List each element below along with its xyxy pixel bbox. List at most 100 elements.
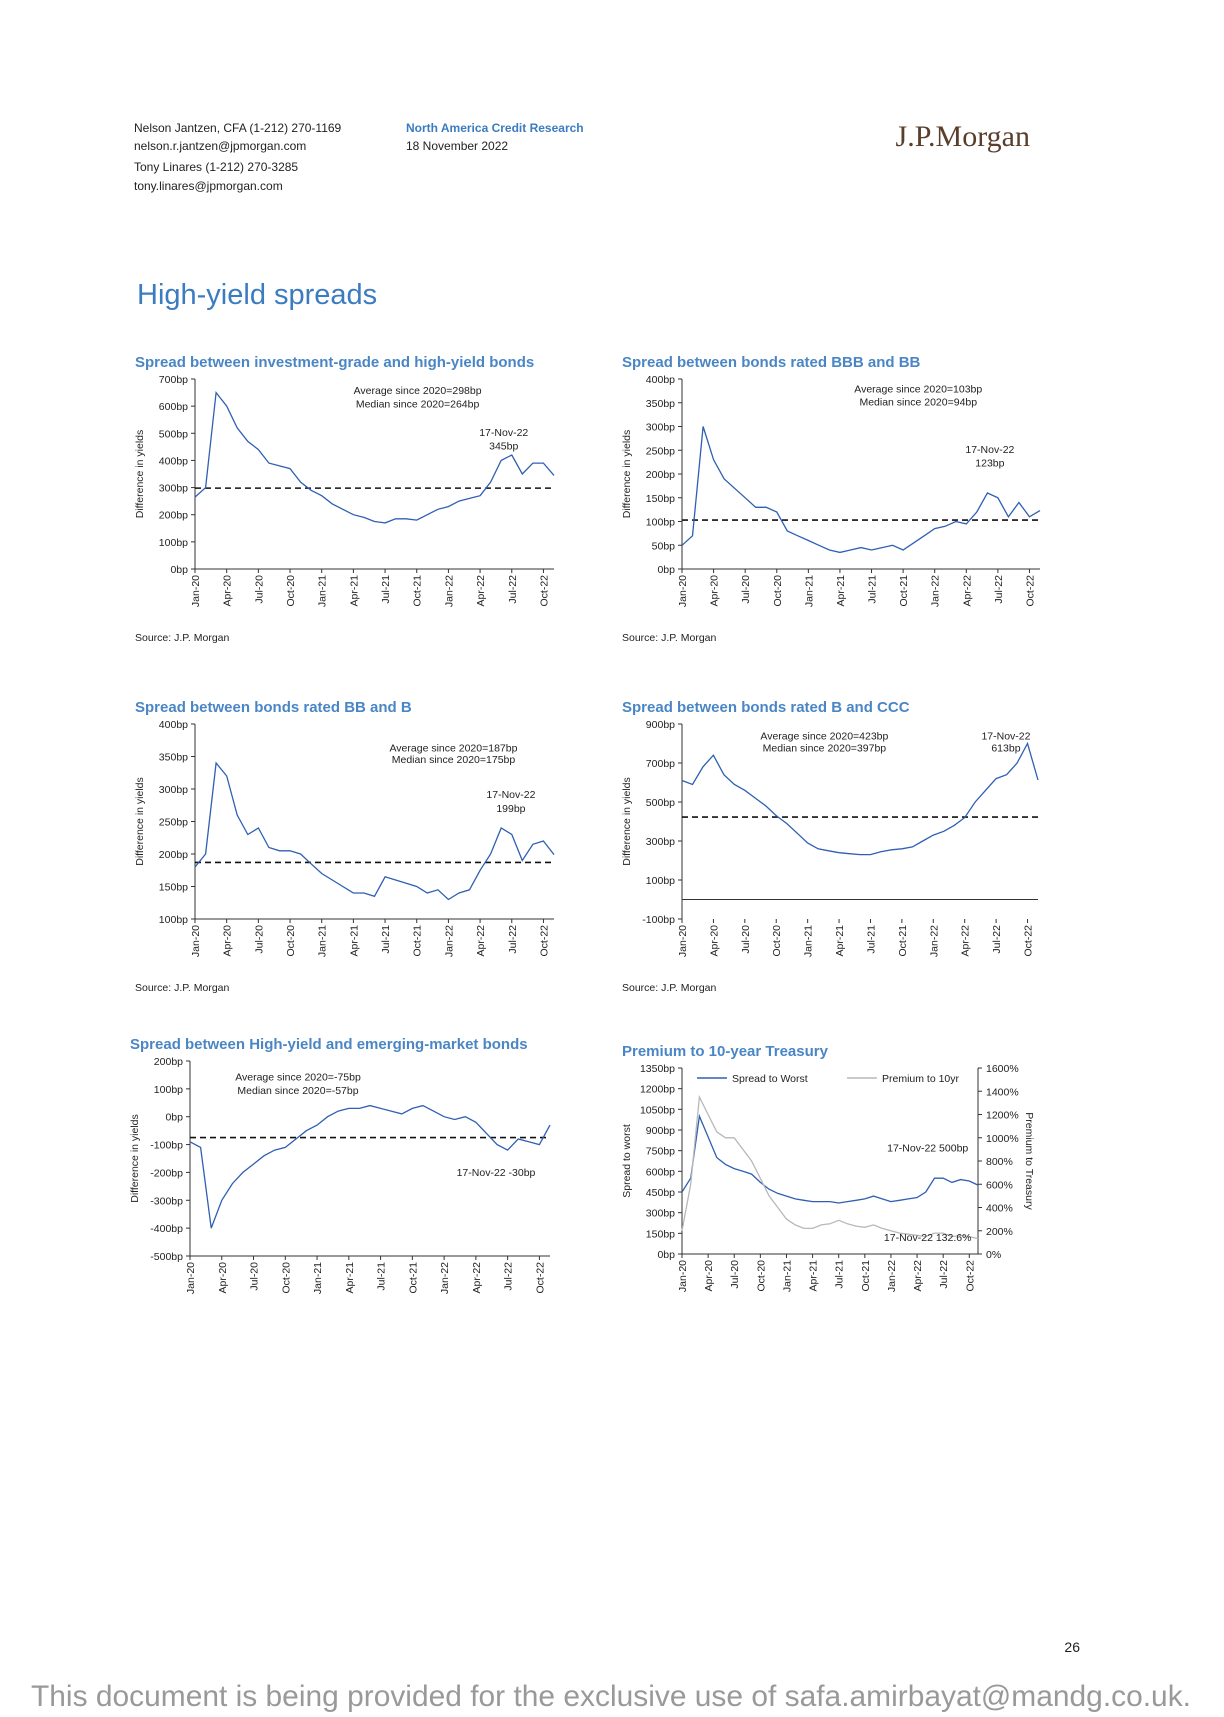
y-tick-label: 300bp [159,483,188,495]
y-tick-label: 0bp [165,1112,183,1124]
x-tick-label: Apr-21 [808,1260,820,1292]
annotation: Median since 2020=94bp [859,397,977,409]
x-tick-label: Jan-20 [185,1262,197,1294]
x-tick-label: Oct-20 [285,575,297,607]
annotation: 17-Nov-22 132.6% [884,1232,972,1244]
y-axis-label: Difference in yields [134,430,146,519]
x-tick-label: Oct-21 [407,1262,419,1294]
annotation: Average since 2020=298bp [354,385,482,397]
annotation: Median since 2020=397bp [763,742,887,754]
y-tick-label: 350bp [159,752,188,764]
source: Source: J.P. Morgan [135,982,230,994]
y2-tick-label: 400% [986,1203,1013,1215]
x-tick-label: Jan-21 [803,925,815,957]
annotation: 613bp [991,742,1020,754]
x-tick-label: Apr-22 [961,575,973,607]
series-line [194,761,555,901]
x-tick-label: Oct-22 [538,925,550,957]
x-tick-label: Apr-21 [344,1262,356,1294]
y2-tick-label: 1200% [986,1110,1019,1122]
y-tick-label: 150bp [646,1228,675,1240]
y-tick-label: -100bp [150,1140,183,1152]
y-tick-label: 100bp [154,1084,183,1096]
annotation: Median since 2020=264bp [356,399,480,411]
y-tick-label: 200bp [646,469,675,481]
x-tick-label: Jul-21 [834,1260,846,1289]
report-date: 18 November 2022 [406,139,508,153]
annotation: 17-Nov-22 [965,444,1014,456]
y-tick-label: 900bp [646,1125,675,1137]
x-tick-label: Oct-22 [964,1260,976,1292]
x-tick-label: Jul-20 [253,925,265,954]
x-tick-label: Apr-20 [703,1260,715,1292]
y-tick-label: 300bp [646,1208,675,1220]
x-tick-label: Apr-21 [348,575,360,607]
y-tick-label: 700bp [159,374,188,386]
legend-label: Premium to 10yr [882,1073,960,1085]
y-tick-label: 250bp [646,445,675,457]
source: Source: J.P. Morgan [135,632,230,644]
x-tick-label: Jul-22 [507,925,519,954]
x-tick-label: Jul-22 [503,1262,515,1291]
y-tick-label: 750bp [646,1146,675,1158]
x-tick-label: Jan-22 [443,575,455,607]
x-tick-label: Oct-20 [285,925,297,957]
y-tick-label: 50bp [652,540,676,552]
x-tick-label: Jul-21 [380,925,392,954]
department: North America Credit Research [406,121,584,135]
x-tick-label: Jul-20 [253,575,265,604]
y-tick-label: 1200bp [640,1084,675,1096]
series-line [189,1104,551,1229]
chart-title: Spread between bonds rated BBB and BB [622,354,921,371]
y-tick-label: 350bp [646,398,675,410]
annotation: 17-Nov-22 500bp [887,1143,968,1155]
x-tick-label: Jul-21 [865,925,877,954]
y-tick-label: 250bp [159,817,188,829]
x-tick-label: Jan-21 [317,575,329,607]
y-tick-label: 100bp [646,517,675,529]
y-tick-label: 400bp [159,455,188,467]
x-tick-label: Jul-22 [993,575,1005,604]
x-tick-label: Apr-22 [912,1260,924,1292]
y2-axis-label: Premium to Treasury [1023,1112,1035,1210]
x-tick-label: Apr-21 [348,925,360,957]
x-tick-label: Oct-21 [412,925,424,957]
x-tick-label: Jan-21 [312,1262,324,1294]
y-tick-label: 0bp [657,564,675,576]
x-tick-label: Jan-22 [928,925,940,957]
x-tick-label: Jul-22 [507,575,519,604]
author-line: nelson.r.jantzen@jpmorgan.com [134,139,306,153]
x-tick-label: Oct-20 [771,925,783,957]
x-tick-label: Jan-20 [677,925,689,957]
x-tick-label: Jan-22 [443,925,455,957]
y2-tick-label: 1600% [986,1063,1019,1075]
y-tick-label: 300bp [159,784,188,796]
x-tick-label: Apr-20 [217,1262,229,1294]
annotation: Average since 2020=187bp [389,742,517,754]
x-tick-label: Jul-20 [249,1262,261,1291]
x-tick-label: Oct-22 [534,1262,546,1294]
y-axis-label: Difference in yields [129,1114,141,1203]
y-tick-label: 300bp [646,836,675,848]
x-tick-label: Jul-20 [740,575,752,604]
chart-title: Spread between bonds rated BB and B [135,699,412,716]
annotation: Average since 2020=103bp [854,383,982,395]
x-tick-label: Jul-22 [938,1260,950,1289]
y-axis-label: Difference in yields [134,777,146,866]
series-line [681,1113,979,1204]
y-tick-label: -400bp [150,1223,183,1235]
x-tick-label: Oct-21 [897,925,909,957]
y-tick-label: 0bp [657,1249,675,1261]
x-tick-label: Apr-22 [960,925,972,957]
x-tick-label: Apr-21 [835,575,847,607]
x-tick-label: Oct-20 [280,1262,292,1294]
series-line [681,426,1041,554]
annotation: Median since 2020=175bp [392,754,516,766]
x-tick-label: Jan-22 [930,575,942,607]
author-line: Nelson Jantzen, CFA (1-212) 270-1169 [134,121,342,135]
x-tick-label: Apr-22 [471,1262,483,1294]
y-tick-label: 500bp [646,797,675,809]
y-tick-label: -500bp [150,1251,183,1263]
legend-label: Spread to Worst [732,1073,808,1085]
